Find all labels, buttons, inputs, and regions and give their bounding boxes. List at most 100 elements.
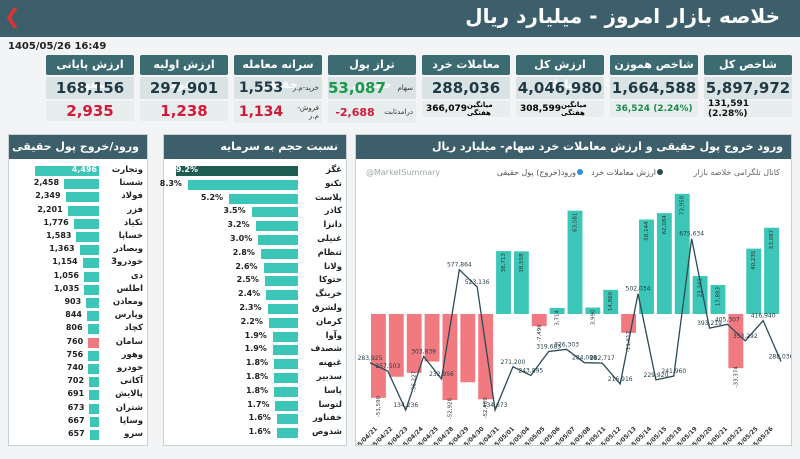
ratio-row-bar <box>268 317 298 328</box>
ratio-row-bar <box>267 304 298 314</box>
flow-row-bar <box>89 416 99 427</box>
stat-box: سرانه معامله حقیقی 1,553 خرید-م.ر 1,134 فروش… <box>234 55 322 123</box>
flow-bar <box>549 307 565 314</box>
retail-point-label: 216,916 <box>608 376 633 383</box>
flow-bar-label: 3,714 <box>555 309 561 325</box>
flow-panel: ورود/خروج پول حقیقی وتجارت 4,496 شستا 2,458… <box>8 134 148 446</box>
stat-value: 1,664,588 <box>610 77 698 99</box>
ratio-row-value: 3.2% <box>227 220 250 230</box>
stat-sub-label: درامدثابت <box>384 108 413 116</box>
retail-point-label: 303,839 <box>411 348 436 355</box>
ratio-row-bar <box>266 290 298 301</box>
ratio-row-value: 3.0% <box>230 234 253 243</box>
flow-row-value: 4,496 <box>71 165 97 174</box>
datetime: 1405/05/26 16:49 <box>8 41 107 52</box>
flow-bar-label: 40,235 <box>751 250 757 270</box>
ratio-row: ولانا 2.6% <box>168 262 342 274</box>
flow-bar <box>692 276 708 314</box>
flow-bar <box>513 251 529 314</box>
ratio-row-name: کاذر <box>324 206 342 217</box>
retail-point-label: 326,303 <box>554 341 579 348</box>
ratio-row-value: 5.2% <box>200 192 224 202</box>
ratio-row-name: غنیلی <box>317 234 342 244</box>
page-title: خلاصه بازار امروز - میلیارد ریال <box>465 4 780 28</box>
stat-sub-row: 366,079 میانگین هفتگی <box>422 101 510 117</box>
flow-bar <box>621 314 637 333</box>
flow-row-value: 2,349 <box>35 191 61 201</box>
flow-row-bar <box>87 311 99 322</box>
retail-point-label: 353,292 <box>733 333 758 340</box>
stat-sub-value: 2,935 <box>46 101 134 121</box>
stat-value: 4,046,980 <box>516 77 604 99</box>
ratio-row-value: 1.8% <box>245 385 269 395</box>
flow-row-bar <box>76 232 99 242</box>
stat-label: ارزش پایانی صفوف <box>46 55 134 91</box>
flow-retail-chart: کانال تلگرامی خلاصه بازار ارزش معاملات خر… <box>356 167 791 445</box>
flow-row-name: شتران <box>115 402 143 413</box>
flow-row-value: 657 <box>67 429 85 438</box>
ratio-row: خرینگ 2.4% <box>168 289 342 301</box>
ratio-row-value: 1.9% <box>244 330 267 340</box>
flow-row-bar <box>82 258 99 269</box>
ratio-row-name: غبهنه <box>318 358 342 369</box>
flow-row-value: 702 <box>67 376 85 386</box>
flow-bar-label: 38,713 <box>501 253 507 273</box>
ratio-row-value: 2.2% <box>240 316 263 326</box>
flow-row-value: 1,154 <box>52 257 78 267</box>
ratio-row-value: 2.3% <box>239 303 262 312</box>
flow-bar <box>442 314 458 401</box>
flow-bar-label: -52,489 <box>483 397 489 419</box>
ratio-row-value: 1.8% <box>245 358 269 368</box>
flow-bar <box>567 210 583 314</box>
flow-bar-label: 73,958 <box>680 195 686 215</box>
stat-value: 168,156 <box>46 77 134 99</box>
flow-row: سرو 657 <box>13 429 143 441</box>
retail-point-label: 502,034 <box>626 286 651 293</box>
ratio-row-bar <box>272 331 298 342</box>
flow-row-value: 740 <box>66 363 84 372</box>
flow-row-bar <box>35 166 99 176</box>
ratio-row-bar <box>251 207 298 218</box>
stat-label: ارزش کل معاملات <box>516 55 604 91</box>
retail-point-label: 241,960 <box>661 368 686 375</box>
ratio-row-name: تکنو <box>325 178 342 189</box>
chart-source-label: کانال تلگرامی خلاصه بازار <box>692 167 780 177</box>
flow-row-value: 1,776 <box>43 217 69 227</box>
ratio-row: تکنو 8.3% <box>160 178 342 191</box>
ratio-row-name: سدبیر <box>316 372 342 382</box>
retail-point-label: 284,088 <box>572 355 597 362</box>
stat-value: 5,897,972 <box>704 77 792 99</box>
ratio-row-bar <box>229 193 298 204</box>
flow-list: وتجارت 4,496 شستا 2,458 فولاد 2,349 فزر 2,201 تک… <box>9 159 147 444</box>
ratio-row: ولشرق 2.3% <box>168 303 342 315</box>
flow-row-bar <box>89 430 99 440</box>
flow-row: اطلس 1,035 <box>13 284 143 296</box>
stat-sub-value: 366,079 <box>426 104 467 114</box>
flow-bar <box>656 213 672 314</box>
stat-label: تراز پول حقیقی <box>328 55 416 91</box>
stat-sub-label: میانگین هفتگی <box>467 101 493 117</box>
flow-row: آکانی 702 <box>13 376 143 388</box>
flow-row-value: 760 <box>66 336 84 346</box>
flow-row-value: 2,201 <box>37 204 63 214</box>
legend-retail: ارزش معاملات خرد <box>591 168 656 177</box>
flow-row-name: کچاد <box>124 323 143 334</box>
flow-row-name: وساپا <box>119 415 143 426</box>
flow-bar-label: -51,590 <box>376 395 382 417</box>
retail-point-label: 232,956 <box>429 371 454 378</box>
flow-row-bar <box>88 337 99 348</box>
flow-row: فولاد 2,349 <box>13 191 143 203</box>
ratio-row-bar <box>276 428 298 439</box>
flow-row: تکیاد 1,776 <box>13 218 143 230</box>
flow-row-value: 806 <box>65 323 83 333</box>
back-icon[interactable]: ❮ <box>4 4 21 28</box>
ratio-row-name: شصدف <box>310 344 342 355</box>
flow-row-value: 1,363 <box>49 244 75 254</box>
flow-row-value: 756 <box>66 349 84 359</box>
stat-sub-row: 36,524 (2.24%) <box>610 101 698 117</box>
ratio-row: شدوص 1.6% <box>168 427 342 439</box>
ratio-row-bar <box>274 373 298 383</box>
